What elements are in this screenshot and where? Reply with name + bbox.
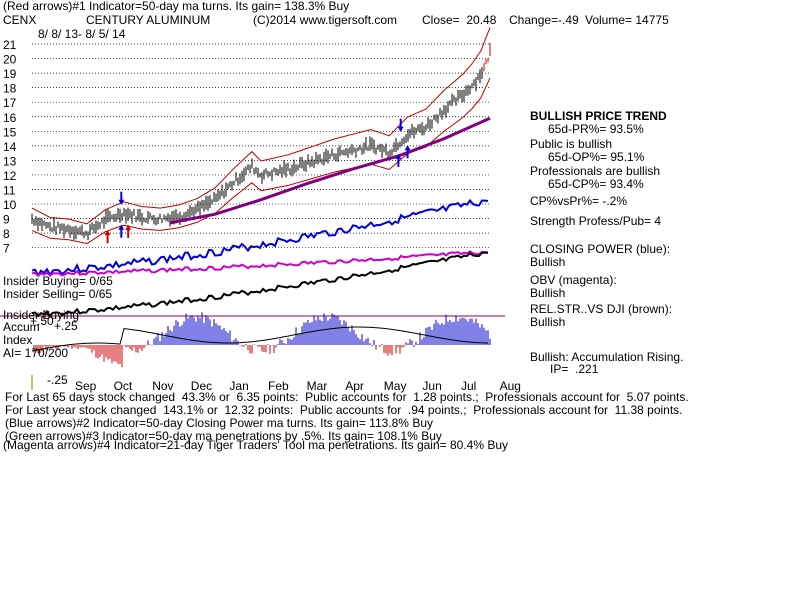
volume-value: Volume= 14775 (585, 13, 669, 27)
signal-arrowhead (395, 153, 402, 159)
minus25-label: -.25 (47, 373, 68, 387)
x-axis-months: Sep Oct Nov Dec Jan Feb Mar Apr May Jun Jul Aug (75, 379, 521, 393)
cp-vs-pr: CP%vsPr%= -.2% (530, 194, 628, 208)
obv-value: Bullish (530, 286, 566, 300)
month-label-oct: Oct (114, 379, 133, 393)
signal-arrowhead (118, 224, 125, 230)
signal-arrows (104, 118, 411, 244)
month-label-jan: Jan (229, 379, 248, 393)
footer-line-4: (Green arrows)#3 Indicator=50-day ma pen… (5, 429, 442, 443)
closing-power-value: Bullish (530, 255, 566, 269)
price-bars (31, 42, 491, 241)
y-tick-label: 8 (3, 227, 10, 241)
footer-line-3: (Blue arrows)#2 Indicator=50-day Closing… (5, 416, 433, 430)
insider-selling: Insider Selling= 0/65 (3, 287, 113, 301)
pros-title: Professionals are bullish (530, 164, 661, 178)
upper-band (31, 27, 491, 225)
insider-buying-top: Insider Buying= 0/65 (3, 274, 113, 288)
y-tick-label: 9 (3, 213, 10, 227)
y-tick-label: 7 (3, 242, 10, 256)
price-gridlines (0, 43, 505, 390)
y-tick-label: 13 (3, 154, 17, 168)
y-tick-label: 14 (3, 140, 17, 154)
y-tick-label: 20 (3, 53, 17, 67)
plus25-label: +.25 (54, 319, 78, 333)
accumulation-histogram (31, 312, 491, 368)
month-label-mar: Mar (307, 379, 328, 393)
signal-arrowhead (118, 199, 125, 205)
month-label-jun: Jun (422, 379, 441, 393)
y-tick-label: 16 (3, 111, 17, 125)
month-label-may: May (384, 379, 407, 393)
accum-title: Bullish: Accumulation Rising. (530, 350, 684, 364)
indicator1-line: (Red arrows)#1 Indicator=50-day ma turns… (3, 0, 350, 13)
date-range: 8/ 8/ 13- 8/ 5/ 14 (38, 27, 126, 41)
y-tick-label: 21 (3, 38, 17, 52)
y-tick-label: 12 (3, 169, 17, 183)
accum-label: Accum (3, 320, 40, 334)
y-tick-label: 10 (3, 198, 17, 212)
month-label-dec: Dec (191, 379, 212, 393)
month-label-feb: Feb (268, 379, 289, 393)
accum-average-line (31, 326, 489, 352)
change-value: Change=-.49 (509, 13, 579, 27)
accum-ip: IP= .221 (550, 362, 599, 376)
pros-cp: 65d-CP%= 93.4% (548, 177, 644, 191)
obv-line (31, 250, 489, 278)
footer-line-2: For Last year stock changed 143.1% or 12… (5, 403, 683, 417)
close-value: Close= 20.48 (422, 13, 497, 27)
signal-arrowhead (104, 230, 111, 236)
relative-strength-line (31, 251, 489, 318)
copyright-text: (C)2014 www.tigersoft.com (253, 13, 398, 27)
footer-line-5: (Magenta arrows)#4 Indicator=21-day Tige… (3, 438, 509, 452)
closing-power-title: CLOSING POWER (blue): (530, 242, 671, 256)
obv-title: OBV (magenta): (530, 273, 617, 287)
month-label-sep: Sep (75, 379, 97, 393)
y-tick-label: 11 (3, 184, 16, 198)
y-tick-label: 19 (3, 67, 17, 81)
y-tick-label: 15 (3, 125, 17, 139)
y-tick-label: 17 (3, 96, 17, 110)
plus50-label: +.50 (30, 314, 54, 328)
relstr-title: REL.STR..VS DJI (brown): (530, 302, 673, 316)
relstr-value: Bullish (530, 315, 566, 329)
y-tick-label: 18 (3, 82, 17, 96)
month-label-nov: Nov (152, 379, 173, 393)
strength-ratio: Strength Profess/Pub= 4 (530, 214, 662, 228)
trend-title: BULLISH PRICE TREND (530, 109, 667, 123)
indicator-lines (31, 198, 489, 318)
ai-label: AI= 170/200 (3, 346, 69, 360)
footer-line-1: For Last 65 days stock changed 43.3% or … (5, 390, 689, 404)
signal-arrowhead (397, 126, 404, 132)
ma-50-line (169, 116, 491, 225)
signal-arrowhead (125, 224, 132, 230)
trend-pr: 65d-PR%= 93.5% (548, 122, 644, 136)
insider-buying-bottom: Insider Buying (3, 308, 80, 322)
month-label-apr: Apr (345, 379, 364, 393)
company-name: CENTURY ALUMINUM (86, 13, 211, 27)
index-label: Index (3, 333, 33, 347)
public-title: Public is bullish (530, 137, 613, 151)
signal-arrowhead (404, 145, 411, 151)
ticker-symbol: CENX (3, 13, 37, 27)
closing-power-line (31, 198, 489, 278)
public-op: 65d-OP%= 95.1% (548, 150, 645, 164)
month-label-aug: Aug (500, 379, 521, 393)
month-label-jul: Jul (461, 379, 476, 393)
moving-average-line (169, 116, 491, 225)
